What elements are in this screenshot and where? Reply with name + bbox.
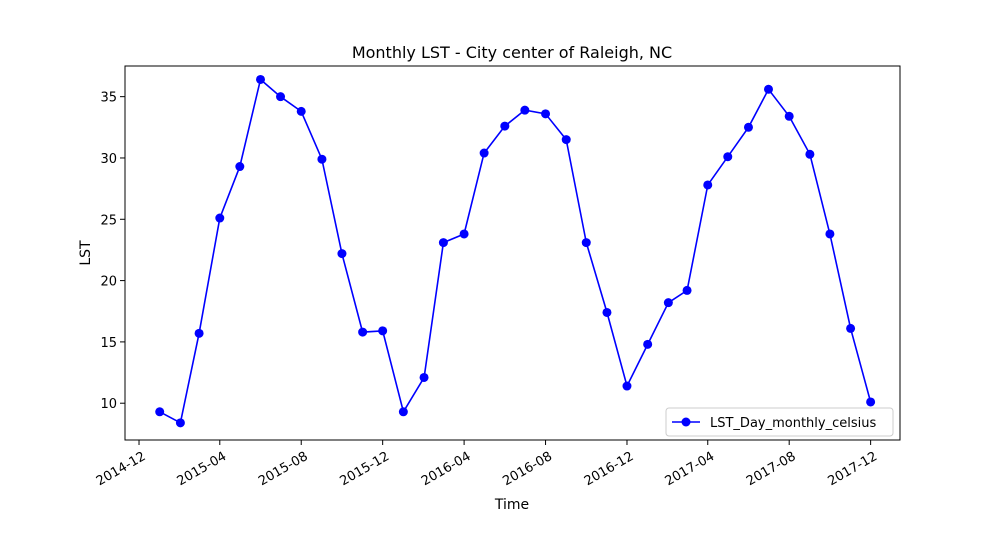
data-point [602, 307, 612, 317]
data-point [561, 135, 571, 145]
data-point [784, 111, 794, 121]
data-point [194, 328, 204, 338]
y-tick-label: 20 [100, 275, 117, 290]
data-point [398, 407, 408, 417]
data-point [622, 381, 632, 391]
data-point [317, 154, 327, 164]
data-point [763, 84, 773, 94]
data-point [825, 229, 835, 239]
data-point [805, 149, 815, 159]
legend-marker-swatch [681, 417, 691, 427]
data-point [215, 213, 225, 223]
y-axis-label: LST [78, 240, 94, 266]
series-layer [155, 74, 876, 428]
x-axis-label: Time [494, 497, 529, 513]
data-point [520, 105, 530, 115]
data-point [541, 109, 551, 119]
data-point [703, 180, 713, 190]
data-point [743, 122, 753, 132]
data-point [459, 229, 469, 239]
legend-box [665, 407, 894, 437]
data-point [846, 323, 856, 333]
data-point [723, 152, 733, 162]
data-point [358, 327, 368, 337]
y-tick-label: 15 [100, 336, 117, 351]
data-point [276, 92, 286, 102]
legend: LST_Day_monthly_celsius [665, 407, 894, 437]
data-point [643, 339, 653, 349]
data-point [256, 74, 266, 84]
y-tick-label: 35 [100, 91, 117, 106]
data-point [500, 121, 510, 131]
data-point [378, 326, 388, 336]
data-point [438, 238, 448, 248]
data-point [155, 407, 165, 417]
y-tick-label: 10 [100, 397, 117, 412]
data-point [296, 106, 306, 116]
data-point [175, 418, 185, 428]
data-point [235, 162, 245, 172]
data-point [866, 397, 876, 407]
plot-area [124, 65, 901, 441]
y-axis: 10 15 20 25 30 35 [100, 91, 125, 412]
legend-label: LST_Day_monthly_celsius [710, 416, 876, 431]
data-point [682, 285, 692, 295]
data-point [337, 249, 347, 259]
chart-title: Monthly LST - City center of Raleigh, NC [352, 43, 672, 62]
data-point [479, 148, 489, 158]
y-tick-label: 30 [100, 152, 117, 167]
data-point [581, 238, 591, 248]
data-point [663, 298, 673, 308]
y-tick-label: 25 [100, 213, 117, 228]
data-point [419, 372, 429, 382]
